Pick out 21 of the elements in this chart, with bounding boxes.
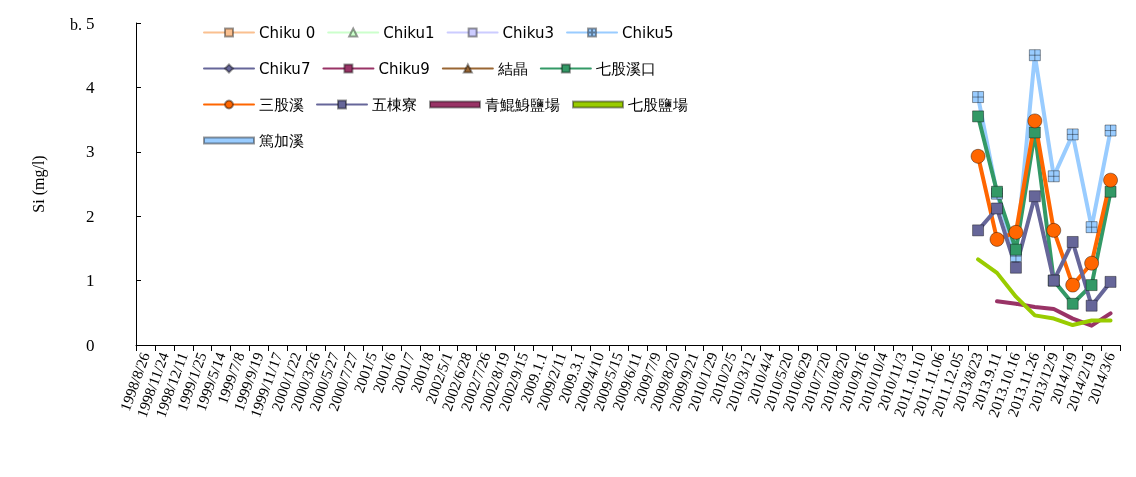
y-tick-label: 0 [86,335,95,355]
y-tick-label: 4 [86,77,95,97]
legend-label: 結晶 [496,59,528,78]
legend-label: Chiku5 [622,23,674,42]
y-tick-label: 1 [86,271,95,291]
legend-label: Chiku1 [383,23,435,42]
legend-label: Chiku7 [259,59,311,78]
legend-label: 七股溪口 [595,59,656,78]
y-axis-title: Si (mg/l) [29,155,48,213]
y-tick-label: 2 [86,206,95,226]
legend-label: 七股鹽場 [628,95,688,114]
legend-label: 五棟寮 [372,95,417,114]
legend-label: Chiku9 [378,59,430,78]
y-tick-label: 3 [86,142,95,162]
legend-label: Chiku 0 [259,23,316,42]
legend-label: 三股溪 [259,95,304,114]
legend-label: 青鯤鯓鹽場 [485,95,560,114]
text: b. [70,15,82,33]
legend-label: 篤加溪 [259,131,304,150]
legend-label: Chiku3 [502,23,555,42]
y-tick-label: 5 [86,13,95,33]
